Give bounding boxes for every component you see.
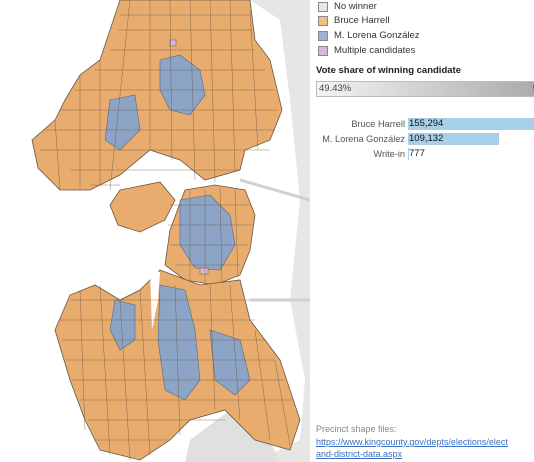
result-name: Bruce Harrell: [351, 119, 405, 129]
map-cluster-gonzalez-6: [109, 299, 136, 351]
legend-swatch: [318, 1, 328, 12]
legend-swatch: [318, 30, 328, 41]
vote-share-gradient-wrap: 49.43% 5: [316, 81, 534, 97]
legend-swatch: [318, 15, 328, 26]
map-cluster-gonzalez-2: [104, 94, 141, 151]
legend-label: Multiple candidates: [334, 45, 416, 56]
legend-item-4[interactable]: Multiple candidates: [318, 44, 415, 57]
result-row[interactable]: Bruce Harrell 155,294: [310, 118, 534, 130]
road-east: [239, 178, 310, 202]
legend-item-2[interactable]: Bruce Harrell: [318, 14, 389, 27]
result-value: 777: [409, 148, 425, 159]
legend-item-3[interactable]: M. Lorena González: [318, 29, 420, 42]
land-surroundings: [250, 0, 310, 462]
map-precinct-multiple-1: [169, 39, 177, 47]
legend-label: Bruce Harrell: [334, 15, 390, 26]
vote-share-max-label: 5: [533, 83, 534, 94]
result-value: 155,294: [409, 118, 444, 129]
result-value: 109,132: [409, 133, 444, 144]
map-region-north: [31, 0, 283, 191]
legend-label: M. Lorena González: [334, 30, 420, 41]
source-label: Precinct shape files:: [316, 424, 397, 434]
legend-label: No winner: [334, 1, 377, 12]
map-cluster-gonzalez-4: [157, 284, 201, 401]
precinct-grid: [40, 0, 292, 461]
result-name: M. Lorena González: [322, 134, 405, 144]
result-bar: [408, 148, 409, 160]
source-link-line1[interactable]: https://www.kingcounty.gov/depts/electio…: [316, 437, 508, 447]
result-row[interactable]: M. Lorena González 109,132: [310, 133, 534, 145]
source-link-line2[interactable]: and-district-data.aspx: [316, 449, 403, 459]
map-cluster-gonzalez-5: [209, 329, 251, 396]
result-row[interactable]: Write-in 777: [310, 148, 534, 160]
result-bar: [408, 133, 499, 145]
vote-share-title: Vote share of winning candidate: [316, 65, 461, 76]
legend-item-1[interactable]: No winner: [318, 0, 377, 13]
legend-swatch: [318, 45, 328, 56]
vote-share-min-label: 49.43%: [319, 83, 352, 94]
result-name: Write-in: [373, 149, 405, 159]
map-precinct-multiple-2: [199, 267, 209, 275]
legend-panel: No winner Bruce Harrell M. Lorena González…: [310, 0, 534, 462]
precinct-map[interactable]: [0, 0, 310, 462]
map-region-central-west: [109, 181, 176, 233]
vote-share-gradient: [316, 81, 534, 97]
result-bar: [408, 118, 534, 130]
